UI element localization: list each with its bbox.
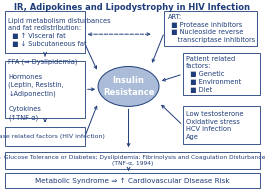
FancyBboxPatch shape [5,127,85,146]
FancyBboxPatch shape [183,53,260,95]
Text: FFA (⇒ Dyslipidemia)

Hormones
(Leptin, Resistin,
↓Adiponectin)

Cytokines
(↑TNF: FFA (⇒ Dyslipidemia) Hormones (Leptin, R… [8,58,78,121]
Text: Lipid metabolism disturbances
and fat redistribution:
  ■ ↑ Visceral fat
  ■ ↓ S: Lipid metabolism disturbances and fat re… [8,17,111,47]
Ellipse shape [98,66,159,106]
Text: ART:
  ■ Protease inhibitors
  ■ Nucleoside reverse
     transcriptase inhibitor: ART: ■ Protease inhibitors ■ Nucleoside … [167,14,256,43]
Text: ↓ Glucose Tolerance or Diabetes; Dyslipidemia; Fibrinolysis and Coagulation Dist: ↓ Glucose Tolerance or Diabetes; Dyslipi… [0,155,265,166]
Text: IR, Adipokines and Lipodystrophy in HIV Infection: IR, Adipokines and Lipodystrophy in HIV … [15,3,250,12]
FancyBboxPatch shape [5,173,260,188]
Text: Metabolic Syndrome ⇒ ↑ Cardiovascular Disease Risk: Metabolic Syndrome ⇒ ↑ Cardiovascular Di… [35,177,230,184]
FancyBboxPatch shape [183,106,260,144]
FancyBboxPatch shape [164,11,257,46]
FancyBboxPatch shape [5,61,85,118]
Text: Patient related
factors:
  ■ Genetic
  ■ Environment
  ■ Diet: Patient related factors: ■ Genetic ■ Env… [186,56,241,93]
FancyBboxPatch shape [5,11,85,53]
Text: Low testosterone
Oxidative stress
HCV infection
Age: Low testosterone Oxidative stress HCV in… [186,111,244,140]
Text: Disease related factors (HIV infection): Disease related factors (HIV infection) [0,134,105,139]
FancyBboxPatch shape [5,152,260,169]
Text: Insulin
Resistance: Insulin Resistance [103,76,154,97]
